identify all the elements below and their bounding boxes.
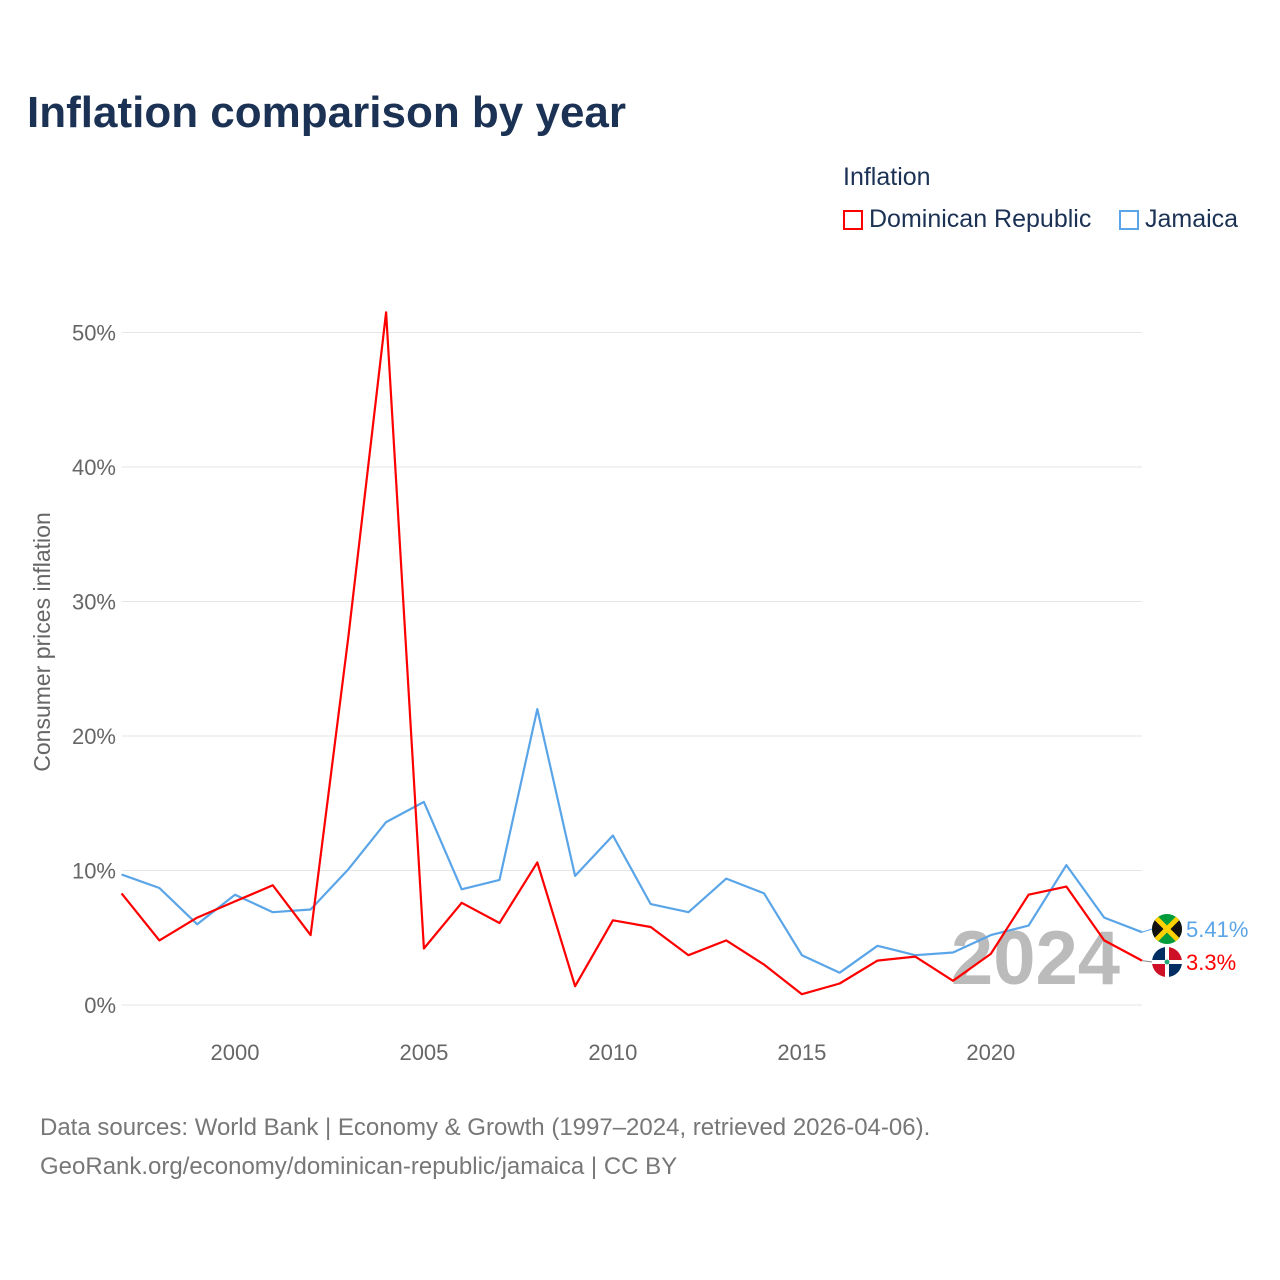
source-line-1: Data sources: World Bank | Economy & Gro… — [40, 1114, 931, 1141]
y-tick-label: 40% — [72, 455, 116, 480]
x-tick-label: 2000 — [211, 1040, 260, 1065]
dominican-republic-flag-icon — [1152, 947, 1182, 977]
legend-item-jamaica[interactable]: Jamaica — [1119, 205, 1238, 234]
year-watermark: 2024 — [951, 916, 1120, 1001]
legend-item-dominican-republic[interactable]: Dominican Republic — [843, 205, 1091, 234]
y-tick-label: 20% — [72, 724, 116, 749]
source-note: Data sources: World Bank | Economy & Gro… — [40, 1108, 930, 1186]
legend-swatch-blue — [1119, 209, 1139, 230]
series-line-dominican-republic — [120, 311, 1143, 996]
y-tick-label: 30% — [72, 590, 116, 615]
jamaica-flag-icon — [1152, 914, 1182, 944]
legend-swatch-red — [843, 209, 863, 230]
y-tick-label: 10% — [72, 859, 116, 884]
x-tick-label: 2010 — [588, 1040, 637, 1065]
x-tick-label: 2020 — [966, 1040, 1015, 1065]
legend-label: Jamaica — [1145, 205, 1239, 233]
end-label-dominican-republic: 3.3% — [1186, 950, 1236, 975]
end-label-jamaica: 5.41% — [1186, 917, 1248, 942]
y-tick-label: 0% — [84, 993, 116, 1018]
x-tick-label: 2015 — [777, 1040, 826, 1065]
legend-label: Dominican Republic — [869, 205, 1092, 233]
x-tick-label: 2005 — [399, 1040, 448, 1065]
source-line-2[interactable]: GeoRank.org/economy/dominican-republic/j… — [40, 1153, 678, 1180]
connector — [1141, 960, 1153, 963]
connector — [1141, 928, 1153, 933]
y-tick-label: 50% — [72, 321, 116, 346]
chart-title: Inflation comparison by year — [27, 88, 627, 137]
y-axis-label: Consumer prices inflation — [29, 512, 55, 772]
legend-title: Inflation — [843, 163, 931, 191]
